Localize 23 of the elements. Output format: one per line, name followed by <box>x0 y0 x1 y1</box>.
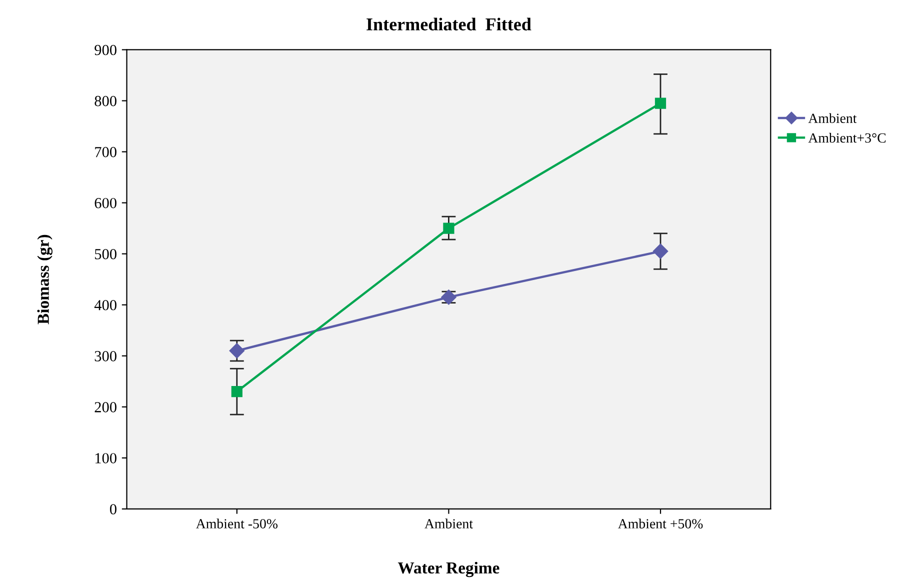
x-tick-label: Ambient -50% <box>196 518 278 528</box>
y-tick-label: 200 <box>94 402 116 412</box>
x-tick-label: Ambient +50% <box>618 518 703 528</box>
y-tick-label: 400 <box>94 300 116 310</box>
y-tick-label: 500 <box>95 248 116 260</box>
point <box>231 386 242 398</box>
point <box>654 98 666 109</box>
point <box>652 244 668 259</box>
y-tick-label: 600 <box>94 198 116 208</box>
legend-label: Ambient <box>808 113 857 124</box>
y-tick-label: 100 <box>95 453 116 464</box>
x-axis-title: Water Regime <box>398 562 500 578</box>
y-tick-label: 700 <box>95 146 116 158</box>
chart-title: Intermediated Fitted <box>366 18 532 30</box>
y-tick-label: 900 <box>94 44 116 56</box>
y-tick-label: 800 <box>94 96 116 106</box>
y-axis-title: Biomass (gr) <box>37 234 52 324</box>
y-tick-label: 0 <box>110 504 116 514</box>
point <box>443 222 454 234</box>
legend-label: Ambient+3°C <box>808 132 886 143</box>
y-tick-label: 300 <box>94 351 116 362</box>
point <box>229 343 244 358</box>
x-tick-label: Ambient <box>424 518 473 528</box>
